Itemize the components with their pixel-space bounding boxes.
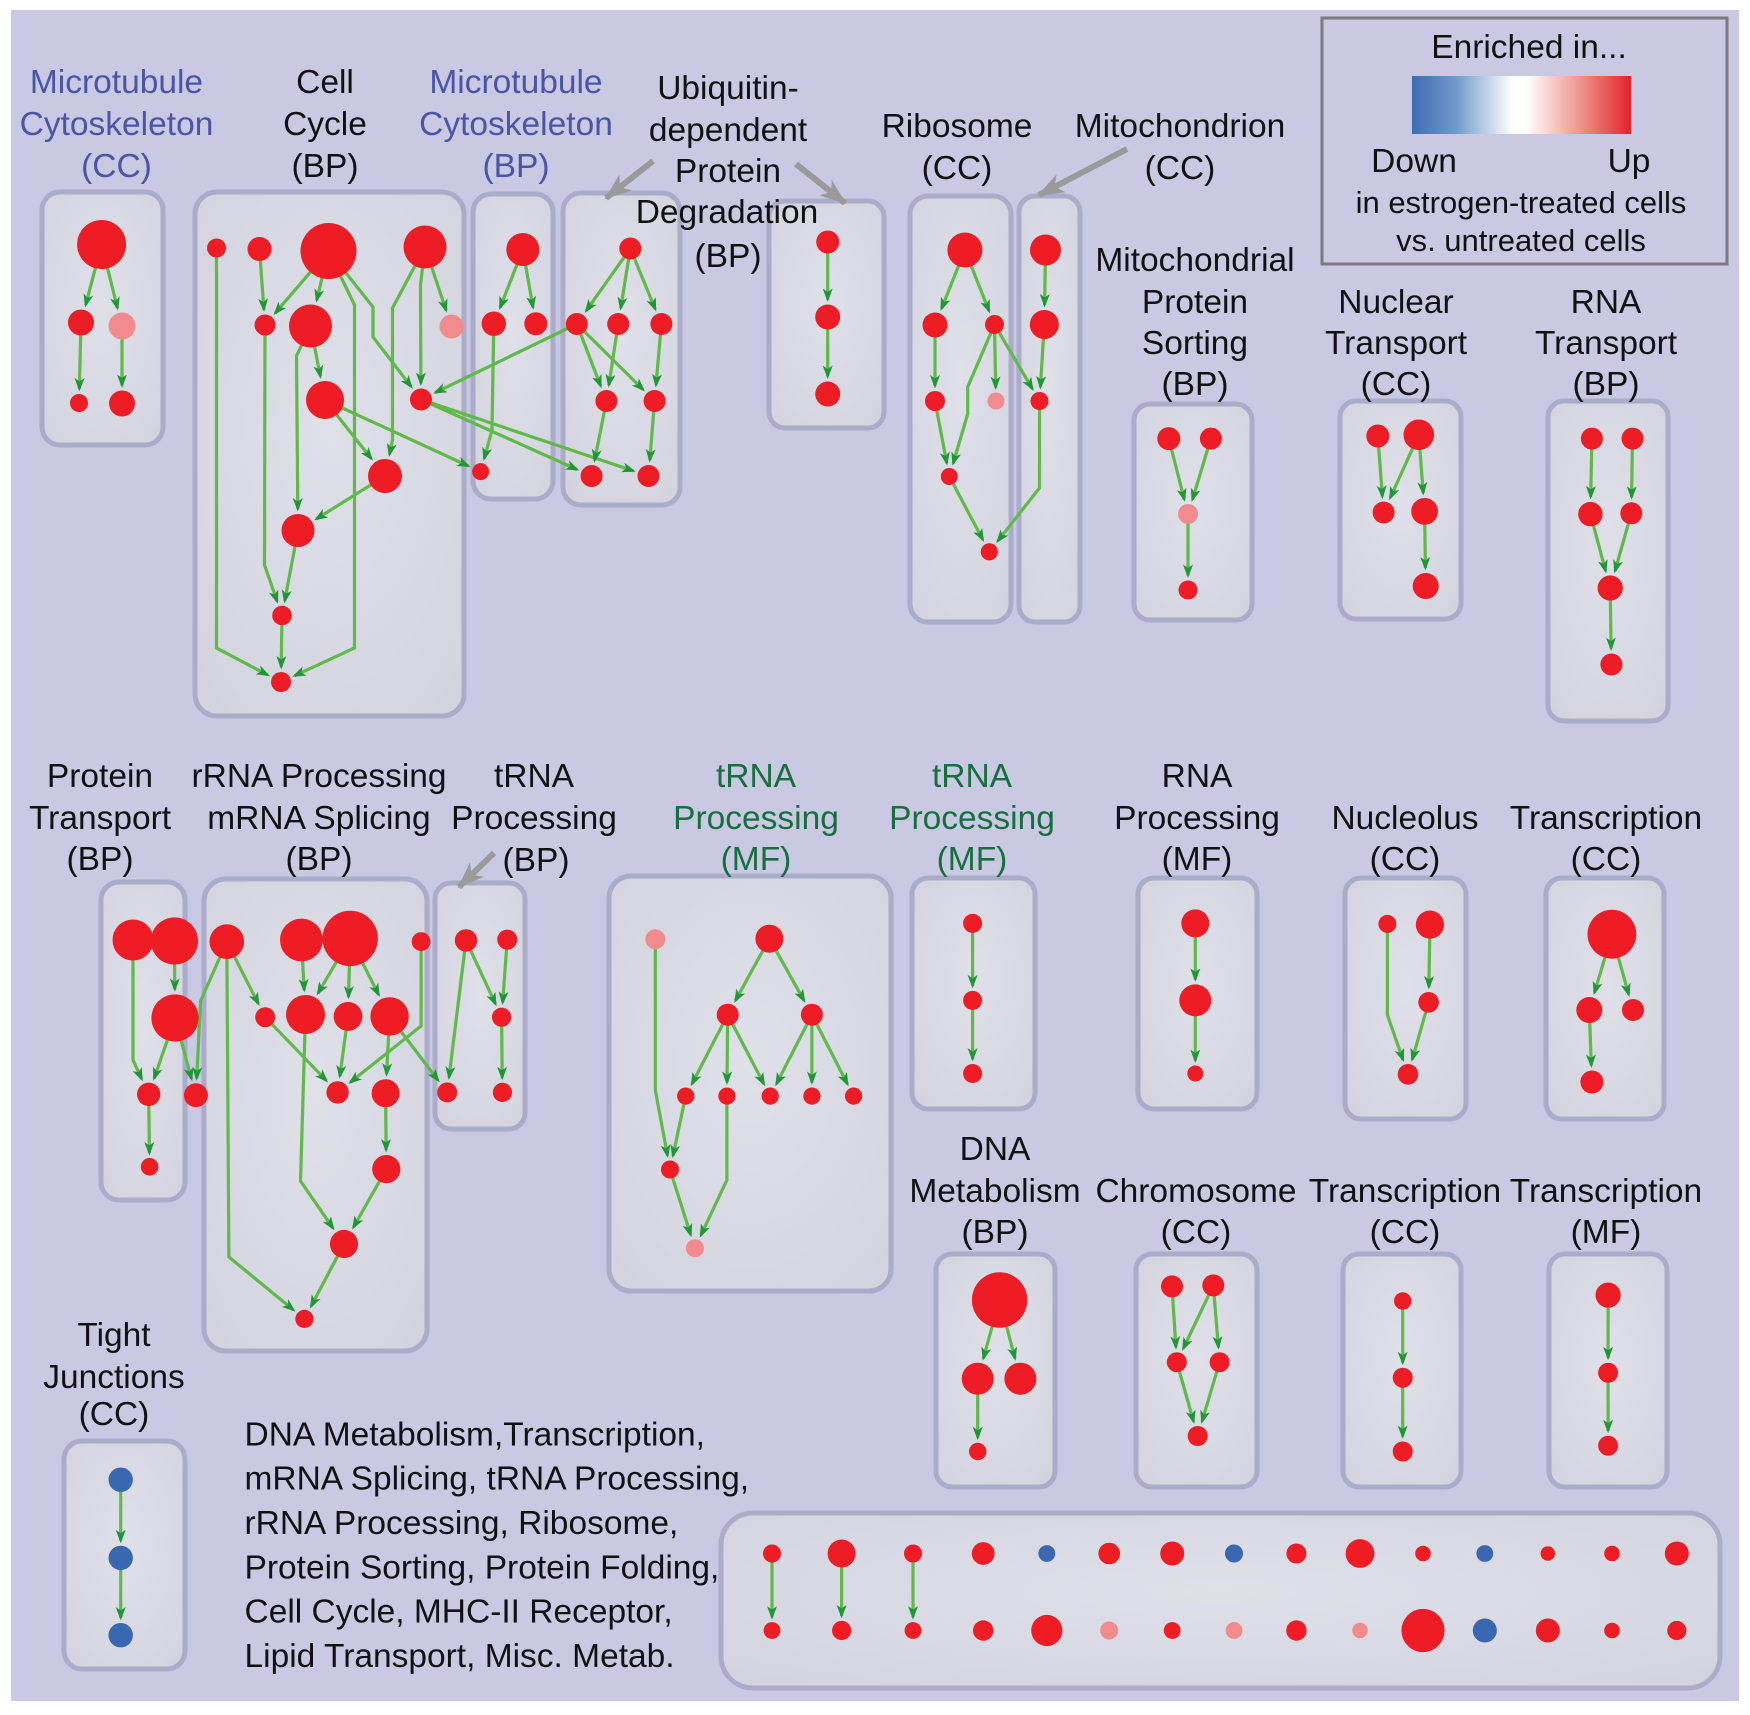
svg-text:Tight: Tight	[77, 1317, 151, 1354]
svg-text:tRNA: tRNA	[932, 758, 1013, 795]
svg-text:Cytoskeleton: Cytoskeleton	[20, 106, 214, 143]
svg-text:Transcription: Transcription	[1510, 1173, 1702, 1210]
svg-text:vs. untreated cells: vs. untreated cells	[1396, 223, 1646, 258]
svg-text:tRNA: tRNA	[494, 758, 575, 795]
svg-text:Chromosome: Chromosome	[1095, 1173, 1296, 1210]
svg-text:(CC): (CC)	[1145, 150, 1216, 187]
svg-text:Processing: Processing	[1114, 800, 1280, 837]
svg-text:Ribosome: Ribosome	[882, 108, 1033, 145]
svg-text:(CC): (CC)	[1161, 1214, 1232, 1251]
svg-text:Processing: Processing	[451, 800, 617, 837]
svg-text:Ubiquitin-: Ubiquitin-	[657, 70, 799, 107]
svg-text:rRNA Processing, Ribosome,: rRNA Processing, Ribosome,	[245, 1505, 679, 1542]
svg-text:(BP): (BP)	[292, 148, 359, 185]
svg-text:(CC): (CC)	[1571, 841, 1642, 878]
svg-text:in estrogen-treated cells: in estrogen-treated cells	[1356, 185, 1687, 220]
svg-text:RNA: RNA	[1571, 284, 1642, 321]
svg-text:(CC): (CC)	[81, 148, 152, 185]
svg-text:RNA: RNA	[1162, 758, 1233, 795]
svg-text:Degradation: Degradation	[636, 194, 819, 231]
svg-text:(BP): (BP)	[503, 842, 570, 879]
svg-text:DNA: DNA	[960, 1131, 1031, 1168]
svg-text:DNA Metabolism,Transcription,: DNA Metabolism,Transcription,	[245, 1416, 705, 1453]
svg-text:Cytoskeleton: Cytoskeleton	[419, 106, 613, 143]
svg-text:Transport: Transport	[1535, 325, 1678, 362]
svg-text:(CC): (CC)	[922, 150, 993, 187]
svg-text:Protein: Protein	[1142, 284, 1248, 321]
svg-text:(BP): (BP)	[483, 148, 550, 185]
svg-text:(BP): (BP)	[695, 238, 762, 275]
svg-text:mRNA Splicing: mRNA Splicing	[207, 800, 430, 837]
svg-text:(MF): (MF)	[721, 841, 792, 878]
svg-text:rRNA Processing: rRNA Processing	[191, 758, 446, 795]
svg-text:(BP): (BP)	[1573, 366, 1640, 403]
svg-text:Processing: Processing	[673, 800, 839, 837]
svg-text:Transcription: Transcription	[1309, 1173, 1501, 1210]
svg-text:(CC): (CC)	[1370, 841, 1441, 878]
svg-text:Up: Up	[1608, 143, 1651, 180]
svg-text:Transport: Transport	[1325, 325, 1468, 362]
svg-text:(MF): (MF)	[937, 841, 1008, 878]
svg-text:(CC): (CC)	[1370, 1214, 1441, 1251]
svg-text:Cell: Cell	[296, 64, 354, 101]
svg-text:Nucleolus: Nucleolus	[1331, 800, 1478, 837]
svg-text:Microtubule: Microtubule	[30, 64, 203, 101]
svg-text:Junctions: Junctions	[43, 1359, 185, 1396]
svg-text:Transport: Transport	[29, 800, 172, 837]
svg-text:Lipid Transport, Misc. Metab.: Lipid Transport, Misc. Metab.	[245, 1638, 675, 1675]
svg-text:Processing: Processing	[889, 800, 1055, 837]
svg-text:Nuclear: Nuclear	[1338, 284, 1453, 321]
svg-text:Sorting: Sorting	[1142, 325, 1248, 362]
svg-text:(BP): (BP)	[286, 841, 353, 878]
svg-text:Mitochondrion: Mitochondrion	[1075, 108, 1285, 145]
svg-text:(MF): (MF)	[1162, 841, 1233, 878]
svg-text:Cell Cycle, MHC-II Receptor,: Cell Cycle, MHC-II Receptor,	[245, 1594, 673, 1631]
svg-text:Metabolism: Metabolism	[909, 1173, 1080, 1210]
svg-text:Mitochondrial: Mitochondrial	[1095, 242, 1294, 279]
svg-text:(BP): (BP)	[962, 1214, 1029, 1251]
svg-text:mRNA Splicing, tRNA Processing: mRNA Splicing, tRNA Processing,	[245, 1461, 750, 1498]
svg-text:Protein: Protein	[47, 758, 153, 795]
svg-text:Enriched in...: Enriched in...	[1431, 29, 1627, 66]
svg-text:(MF): (MF)	[1571, 1214, 1642, 1251]
svg-text:(BP): (BP)	[67, 841, 134, 878]
svg-text:(CC): (CC)	[79, 1396, 150, 1433]
svg-text:tRNA: tRNA	[716, 758, 797, 795]
svg-text:Transcription: Transcription	[1510, 800, 1702, 837]
svg-text:Protein: Protein	[675, 153, 781, 190]
svg-text:Protein Sorting, Protein Foldi: Protein Sorting, Protein Folding,	[245, 1549, 720, 1586]
svg-text:Down: Down	[1371, 143, 1457, 180]
svg-text:dependent: dependent	[649, 112, 808, 149]
svg-text:(BP): (BP)	[1162, 366, 1229, 403]
svg-text:(CC): (CC)	[1361, 366, 1432, 403]
svg-text:Cycle: Cycle	[283, 106, 367, 143]
svg-text:Microtubule: Microtubule	[429, 64, 602, 101]
